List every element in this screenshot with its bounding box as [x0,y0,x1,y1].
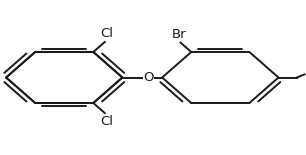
Text: O: O [143,71,154,84]
Text: Cl: Cl [100,115,113,128]
Text: Cl: Cl [100,27,113,40]
Text: Br: Br [172,28,186,41]
